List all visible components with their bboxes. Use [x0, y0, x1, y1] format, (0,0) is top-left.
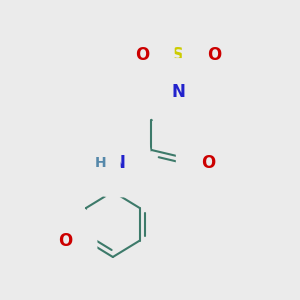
Text: O: O	[58, 232, 72, 250]
Text: N: N	[171, 83, 185, 101]
Text: O: O	[201, 154, 215, 172]
Text: O: O	[135, 46, 150, 64]
Text: O: O	[207, 46, 221, 64]
Text: N: N	[112, 154, 126, 172]
Text: S: S	[172, 46, 184, 64]
Text: H: H	[110, 144, 122, 159]
Text: H: H	[95, 156, 107, 170]
